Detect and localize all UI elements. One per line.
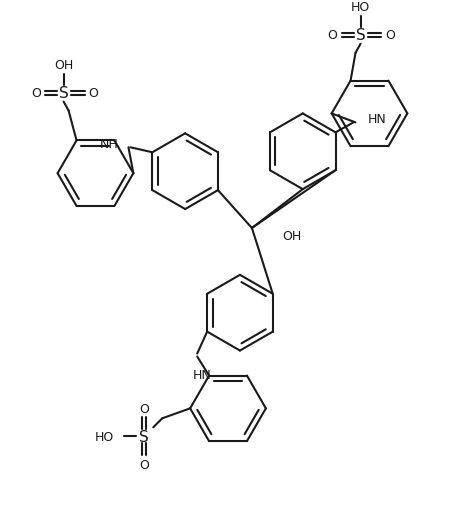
- Text: OH: OH: [282, 230, 301, 243]
- Text: O: O: [89, 87, 98, 100]
- Text: O: O: [140, 402, 149, 415]
- Text: S: S: [356, 28, 365, 43]
- Text: HO: HO: [351, 2, 370, 14]
- Text: S: S: [59, 86, 68, 101]
- Text: HO: HO: [95, 430, 114, 443]
- Text: O: O: [386, 29, 395, 42]
- Text: OH: OH: [54, 59, 73, 72]
- Text: NH: NH: [100, 137, 118, 150]
- Text: O: O: [31, 87, 41, 100]
- Text: S: S: [140, 429, 149, 444]
- Text: HN: HN: [367, 113, 386, 126]
- Text: O: O: [140, 458, 149, 471]
- Text: O: O: [328, 29, 337, 42]
- Text: HN: HN: [193, 369, 212, 382]
